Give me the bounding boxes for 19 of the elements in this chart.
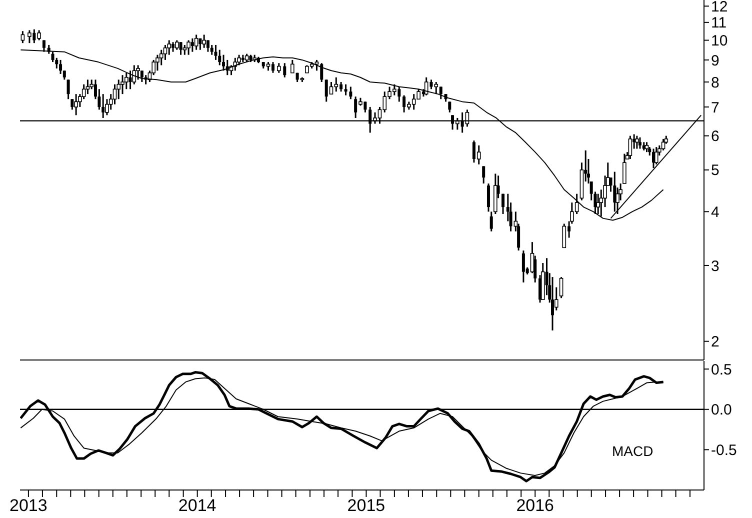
- y-tick-label: 0.0: [711, 402, 732, 419]
- y-tick-label: 4: [711, 204, 720, 221]
- y-tick-label: 8: [711, 74, 720, 92]
- x-tick-label: 2016: [516, 496, 554, 516]
- y-tick-label: 7: [711, 99, 720, 116]
- y-tick-label: 9: [711, 52, 720, 70]
- x-tick-label: 2013: [10, 496, 48, 516]
- y-tick-label: 10: [711, 32, 728, 50]
- x-tick-label: 2015: [347, 496, 386, 516]
- y-tick-label: 5: [711, 162, 720, 180]
- y-tick-label: 0.5: [711, 361, 732, 378]
- y-tick-label: 6: [711, 128, 720, 146]
- y-tick-label: 2: [711, 334, 720, 351]
- y-tick-label: 3: [711, 258, 720, 275]
- y-tick-label: -0.5: [711, 442, 737, 460]
- y-tick-label: 11: [711, 14, 727, 32]
- y-tick-label: 12: [711, 0, 728, 16]
- x-tick-label: 2014: [178, 496, 216, 516]
- annotation: MACD: [612, 443, 654, 459]
